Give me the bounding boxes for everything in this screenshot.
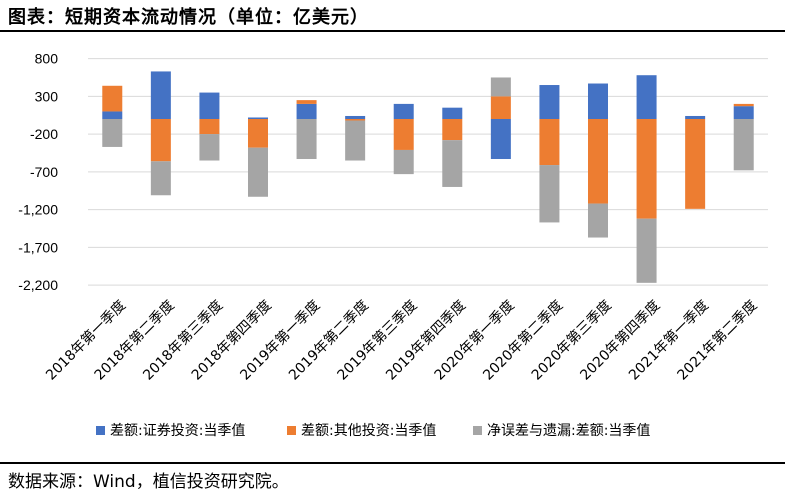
x-tick-label: 2019年第三季度 <box>334 297 421 384</box>
y-axis: 800 300 -200 -700 -1,200 -1,700 -2,200 <box>18 51 58 294</box>
bar-series-3 <box>150 161 171 196</box>
bar-series-1 <box>442 107 463 119</box>
y-tick-label: -1,200 <box>18 202 58 218</box>
bar-series-2 <box>442 119 463 141</box>
bar-series-3 <box>733 119 754 171</box>
bar-series-3 <box>490 77 511 97</box>
legend: 差额:证券投资:当季值 差额:其他投资:当季值 净误差与遗漏:差额:当季值 <box>96 423 650 439</box>
bar-series-3 <box>345 120 366 161</box>
bar-series-2 <box>733 103 754 107</box>
x-tick-label: 2019年第四季度 <box>382 297 469 384</box>
bar-series-1 <box>150 71 171 119</box>
y-tick-label: -200 <box>30 126 58 142</box>
bar-series-3 <box>442 140 463 187</box>
y-tick-label: 800 <box>35 51 59 67</box>
bar-series-1 <box>199 92 220 119</box>
bar-series-2 <box>685 119 706 209</box>
source-note: 数据来源：Wind，植信投资研究院。 <box>8 472 289 492</box>
bar-series-3 <box>199 134 220 161</box>
x-tick-label: 2021年第一季度 <box>625 297 712 384</box>
x-tick-label: 2018年第四季度 <box>188 297 275 384</box>
x-axis: 2018年第一季度2018年第二季度2018年第三季度2018年第四季度2019… <box>42 297 760 384</box>
x-tick-label: 2021年第二季度 <box>674 297 761 384</box>
footer-divider <box>0 462 785 464</box>
bar-series-3 <box>393 149 414 175</box>
legend-swatch <box>473 426 482 435</box>
chart-title: 图表：短期资本流动情况（单位：亿美元） <box>8 7 369 28</box>
bar-series-1 <box>296 103 317 119</box>
bars <box>102 71 754 283</box>
legend-label: 净误差与遗漏:差额:当季值 <box>487 423 650 439</box>
x-tick-label: 2020年第四季度 <box>577 297 664 384</box>
bar-series-2 <box>588 119 608 204</box>
x-tick-label: 2020年第二季度 <box>480 297 567 384</box>
bar-series-1 <box>248 117 268 119</box>
bar-series-2 <box>393 119 414 150</box>
y-tick-label: -1,700 <box>18 239 58 255</box>
bar-series-3 <box>248 147 268 197</box>
x-tick-label: 2018年第一季度 <box>42 297 129 384</box>
bar-series-2 <box>199 119 220 135</box>
gridlines <box>88 58 768 286</box>
bar-series-2 <box>345 119 366 121</box>
bar-series-2 <box>248 119 268 148</box>
bar-series-3 <box>296 119 317 160</box>
bar-series-3 <box>588 203 608 238</box>
x-tick-label: 2019年第二季度 <box>285 297 372 384</box>
legend-swatch <box>287 426 296 435</box>
bar-series-1 <box>393 103 414 119</box>
bar-series-1 <box>588 83 608 119</box>
bar-series-2 <box>539 119 560 166</box>
bar-series-2 <box>636 119 657 219</box>
x-tick-label: 2018年第三季度 <box>140 297 227 384</box>
x-tick-label: 2018年第二季度 <box>91 297 178 384</box>
bar-series-2 <box>150 119 171 162</box>
bar-series-3 <box>102 119 123 147</box>
y-tick-label: -700 <box>30 164 58 180</box>
x-tick-label: 2019年第一季度 <box>237 297 324 384</box>
title-divider <box>0 30 785 32</box>
bar-series-1 <box>636 75 657 119</box>
legend-label: 差额:其他投资:当季值 <box>301 423 436 439</box>
bar-series-1 <box>685 115 706 119</box>
bar-series-3 <box>636 218 657 283</box>
bar-series-1 <box>733 106 754 119</box>
legend-label: 差额:证券投资:当季值 <box>110 423 245 439</box>
bar-series-3 <box>539 165 560 223</box>
y-tick-label: -2,200 <box>18 277 58 293</box>
bar-series-1 <box>345 115 366 119</box>
x-tick-label: 2020年第一季度 <box>431 297 518 384</box>
bar-series-1 <box>539 85 560 119</box>
bar-series-2 <box>102 85 123 112</box>
y-tick-label: 300 <box>35 88 59 104</box>
legend-swatch <box>96 426 105 435</box>
bar-series-2 <box>490 96 511 119</box>
bar-series-1 <box>490 119 511 160</box>
bar-series-2 <box>296 100 317 104</box>
bar-series-1 <box>102 111 123 119</box>
x-tick-label: 2020年第三季度 <box>528 297 615 384</box>
